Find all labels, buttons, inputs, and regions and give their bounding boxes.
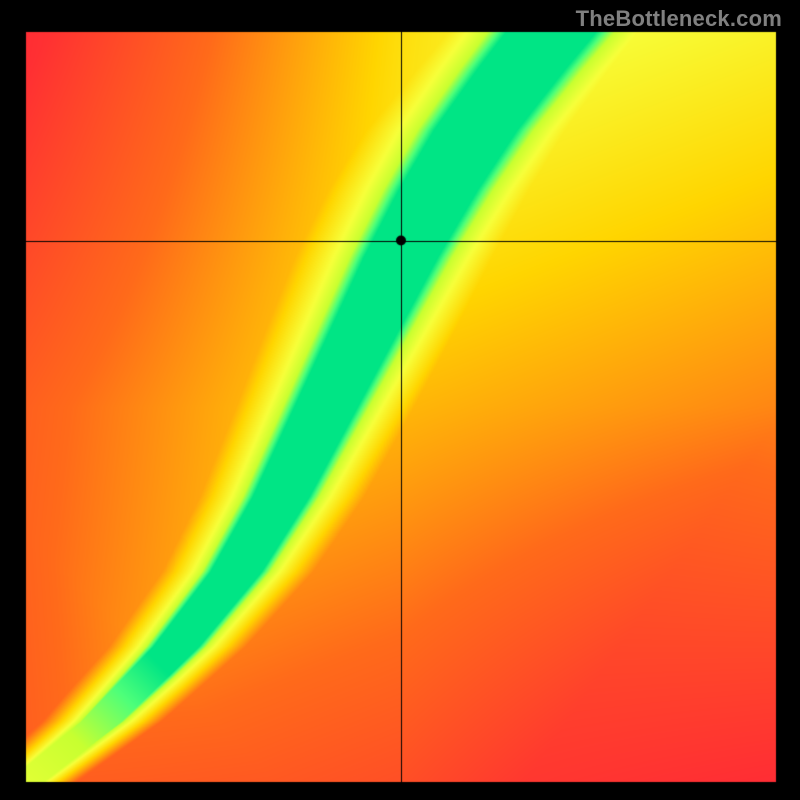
bottleneck-heatmap [0, 0, 800, 800]
chart-container: TheBottleneck.com [0, 0, 800, 800]
watermark-label: TheBottleneck.com [576, 6, 782, 32]
